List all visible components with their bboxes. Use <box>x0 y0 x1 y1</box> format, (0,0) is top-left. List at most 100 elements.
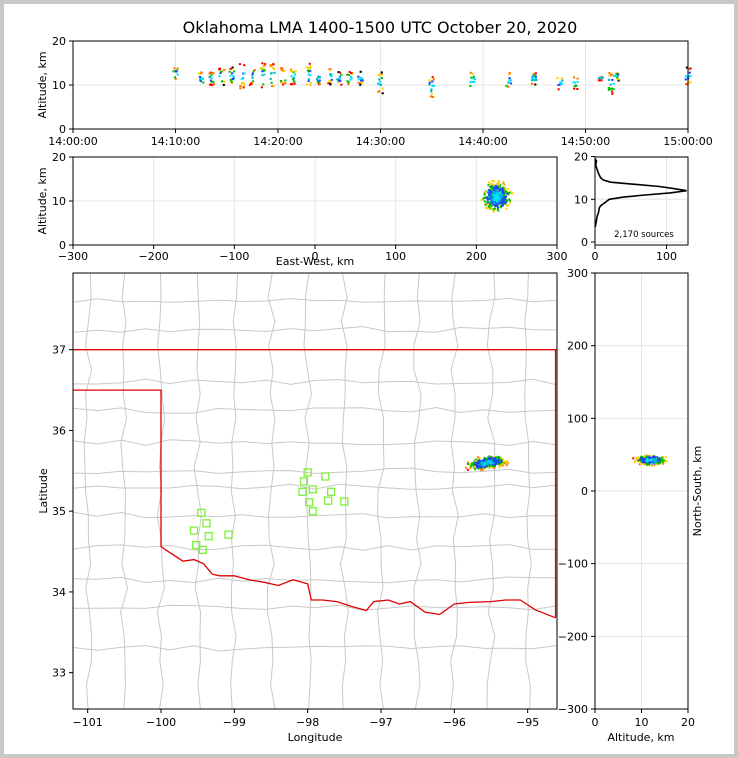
source-point <box>500 194 502 197</box>
source-point <box>474 458 477 461</box>
source-point <box>531 75 534 78</box>
source-point <box>175 70 178 73</box>
source-point <box>533 74 536 77</box>
source-point <box>474 78 477 81</box>
source-point <box>492 465 495 468</box>
source-point <box>635 457 638 460</box>
source-point <box>347 81 350 84</box>
ns-tick-label: 200 <box>567 340 588 353</box>
source-point <box>573 87 576 90</box>
ew-tick-label: −200 <box>139 250 169 263</box>
source-point <box>659 459 662 462</box>
source-point <box>219 72 222 74</box>
source-point <box>359 76 362 79</box>
county-line <box>266 273 276 709</box>
source-point <box>431 84 434 87</box>
source-point <box>616 76 619 79</box>
source-point <box>494 465 496 468</box>
ew-altitude-panel: −300 −200 −100 0 100 200 300 0 10 20 Altitude, km… <box>36 151 568 268</box>
source-point <box>493 458 495 461</box>
altitude-histogram-panel: 0 100 0 10 20 2,170 sources <box>574 151 689 263</box>
source-point <box>491 185 494 188</box>
source-point <box>472 81 475 83</box>
source-point <box>481 464 484 467</box>
altitude-ns-axes: 0 10 20 −300 −200 −100 0 100 200 300 <box>558 267 695 729</box>
source-point <box>218 75 221 78</box>
source-point <box>487 207 489 210</box>
source-point <box>488 466 491 469</box>
source-point <box>633 461 636 464</box>
source-point <box>221 70 224 73</box>
latitude-tick-label: 37 <box>52 344 66 357</box>
source-point <box>500 204 503 207</box>
hist-altitude-tick-label: 10 <box>574 193 588 206</box>
source-point <box>270 72 273 75</box>
source-point <box>660 457 663 460</box>
source-point <box>252 70 255 73</box>
county-line <box>73 297 557 303</box>
source-point <box>305 66 308 69</box>
source-point <box>243 72 246 75</box>
source-point <box>505 462 508 464</box>
source-point <box>504 196 507 198</box>
source-point <box>488 193 490 196</box>
source-point <box>309 65 312 68</box>
source-point <box>504 188 507 191</box>
source-point <box>477 461 480 464</box>
source-point <box>506 461 509 464</box>
source-point <box>242 86 245 89</box>
longitude-tick-label: −99 <box>223 716 246 729</box>
source-point <box>292 71 295 74</box>
source-point <box>231 66 234 69</box>
source-point <box>491 193 493 196</box>
source-point <box>489 193 492 196</box>
source-point <box>282 82 285 85</box>
source-point <box>505 207 508 210</box>
source-point <box>242 82 245 85</box>
source-point <box>655 463 657 466</box>
source-point <box>381 87 384 90</box>
county-line <box>83 273 93 709</box>
source-point <box>499 464 502 467</box>
source-point <box>508 79 511 82</box>
source-point <box>231 72 234 75</box>
source-point <box>470 80 473 83</box>
source-point <box>492 210 495 213</box>
source-point <box>490 206 493 209</box>
source-point <box>503 194 506 196</box>
county-line <box>303 273 313 709</box>
source-point <box>638 456 641 459</box>
source-point <box>209 79 212 82</box>
time-tick-label: 14:30:00 <box>356 135 405 148</box>
source-point <box>291 78 295 81</box>
source-point <box>508 198 511 201</box>
source-point <box>480 468 482 471</box>
station-marker <box>298 487 307 496</box>
count-tick-label: 100 <box>656 250 677 263</box>
source-point <box>346 80 349 83</box>
source-point <box>200 71 203 74</box>
time-tick-label: 14:50:00 <box>561 135 610 148</box>
source-point <box>498 179 500 182</box>
source-point <box>576 88 579 90</box>
source-point <box>600 77 603 80</box>
ew-tick-label: −100 <box>219 250 249 263</box>
source-point <box>616 78 619 81</box>
source-point <box>654 459 657 462</box>
source-point <box>488 455 491 458</box>
source-point <box>239 84 242 87</box>
source-point <box>199 72 202 75</box>
source-point <box>482 466 485 468</box>
plan-view-ylabel: Latitude <box>37 468 50 514</box>
source-point <box>638 463 641 466</box>
ew-tick-label: −300 <box>58 250 88 263</box>
ew-tick-label: 100 <box>385 250 406 263</box>
source-point <box>379 83 382 86</box>
source-point <box>248 83 252 86</box>
source-point <box>292 76 295 79</box>
source-point <box>496 199 499 202</box>
source-point <box>489 465 491 468</box>
source-point <box>648 461 651 464</box>
source-point <box>270 81 273 84</box>
source-point <box>428 79 431 82</box>
